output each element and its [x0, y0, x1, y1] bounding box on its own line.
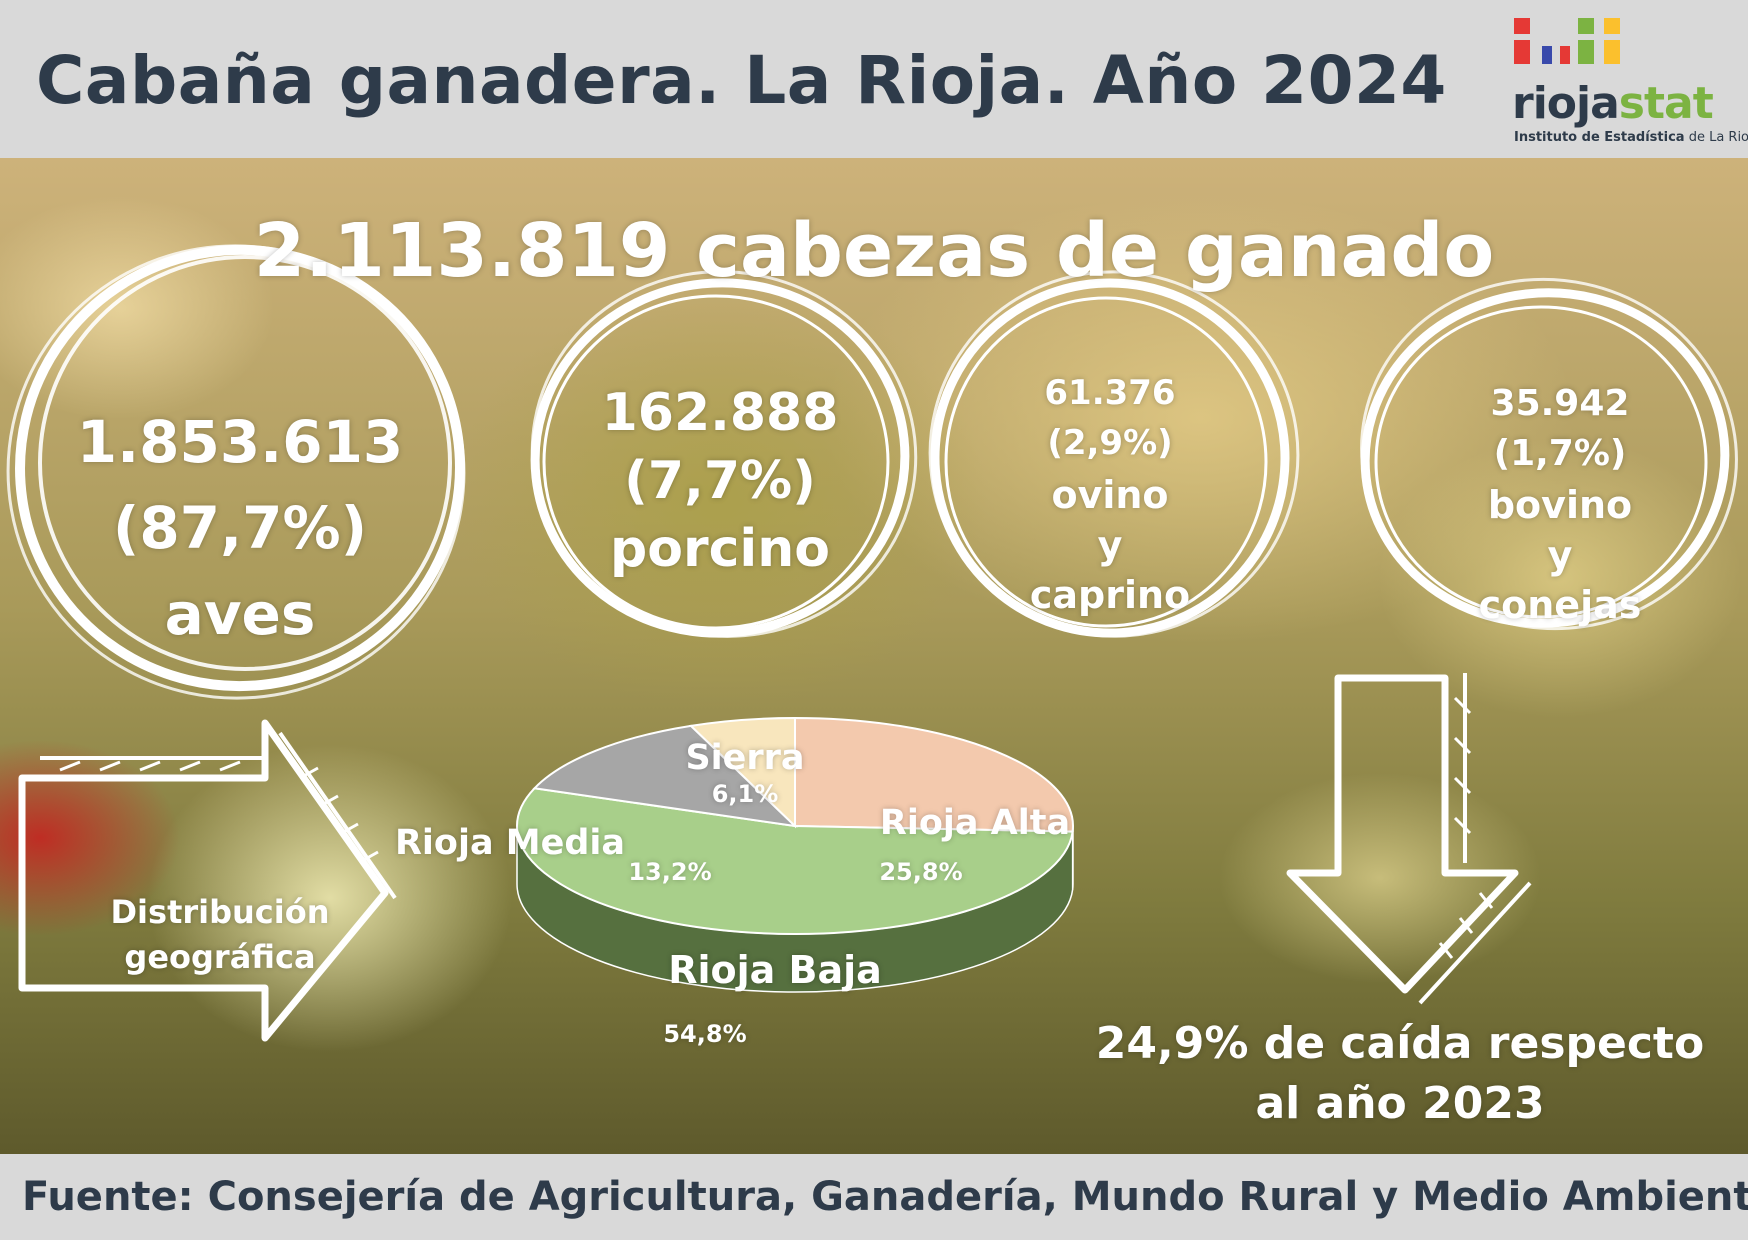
- logo-wordmark: riojastat: [1512, 78, 1714, 129]
- ovino-and: y: [1097, 523, 1123, 567]
- ovino-count: 61.376: [1044, 373, 1176, 413]
- porcino-count: 162.888: [601, 383, 839, 443]
- pie-label-sierra: Sierra: [685, 738, 805, 778]
- arrow-right-icon: [18, 719, 397, 1042]
- distribucion-label: Distribución: [110, 893, 330, 931]
- circle-ovino-icon: [928, 270, 1300, 638]
- logo-squares-icon: [1514, 18, 1620, 64]
- pie-slice-sierra: [688, 716, 796, 829]
- geografica-label: geográfica: [124, 938, 316, 976]
- circle-porcino-icon: [530, 270, 918, 638]
- ovino-label: ovino: [1051, 473, 1169, 517]
- background-photo: 2.113.819 cabezas de ganado 1.853.613 (8…: [0, 158, 1748, 1154]
- pie-value-rioja-media: 13,2%: [628, 858, 712, 886]
- circle-aves-icon: [6, 244, 466, 700]
- page-title: Cabaña ganadera. La Rioja. Año 2024: [36, 42, 1447, 119]
- pie-value-sierra: 6,1%: [711, 780, 779, 808]
- footer: Fuente: Consejería de Agricultura, Ganad…: [0, 1154, 1748, 1240]
- pie-slice-rioja-alta: [794, 716, 1075, 833]
- porcino-percent: (7,7%): [624, 451, 816, 511]
- circle-bovino-icon: [1360, 277, 1738, 631]
- caprino-label: caprino: [1029, 573, 1191, 617]
- pie-label-rioja-baja: Rioja Baja: [668, 948, 882, 992]
- decline-line-1: 24,9% de caída respecto: [1095, 1018, 1705, 1069]
- bovino-and: y: [1547, 533, 1573, 577]
- riojastat-logo: riojastat Instituto de Estadística de La…: [1512, 10, 1748, 150]
- pie-label-rioja-alta: Rioja Alta: [879, 803, 1071, 843]
- pie-value-rioja-alta: 25,8%: [879, 858, 963, 886]
- aves-label: aves: [164, 580, 316, 648]
- arrow-down-icon: [1286, 673, 1532, 1005]
- porcino-label: porcino: [610, 519, 830, 579]
- pie-value-rioja-baja: 54,8%: [663, 1020, 747, 1048]
- ovino-percent: (2,9%): [1047, 423, 1173, 463]
- conejas-label: conejas: [1478, 583, 1642, 627]
- logo-subtitle: Instituto de Estadística de La Rioja: [1514, 130, 1748, 145]
- aves-count: 1.853.613: [76, 408, 404, 476]
- decorations-layer: [6, 244, 1738, 1042]
- bovino-count: 35.942: [1490, 383, 1630, 424]
- pie-chart: [516, 716, 1075, 993]
- source-note: Fuente: Consejería de Agricultura, Ganad…: [22, 1174, 1748, 1220]
- bovino-percent: (1,7%): [1493, 433, 1627, 474]
- circle-porcino: 162.888 (7,7%) porcino: [540, 383, 900, 583]
- pie-slice-rioja-media: [532, 724, 798, 828]
- decline-line-2: al año 2023: [1255, 1078, 1545, 1129]
- pie-label-rioja-media: Rioja Media: [394, 823, 626, 863]
- total-headcount: 2.113.819 cabezas de ganado: [253, 208, 1495, 294]
- bovino-label: bovino: [1487, 483, 1633, 527]
- circle-ovino-caprino: 61.376 (2,9%) ovino y caprino: [960, 373, 1260, 633]
- aves-percent: (87,7%): [112, 494, 368, 562]
- circle-bovino-conejas: 35.942 (1,7%) bovino y conejas: [1410, 383, 1710, 643]
- header: Cabaña ganadera. La Rioja. Año 2024 rioj…: [0, 0, 1748, 158]
- circle-aves: 1.853.613 (87,7%) aves: [30, 408, 450, 668]
- pie-slice-rioja-baja: [516, 787, 1074, 935]
